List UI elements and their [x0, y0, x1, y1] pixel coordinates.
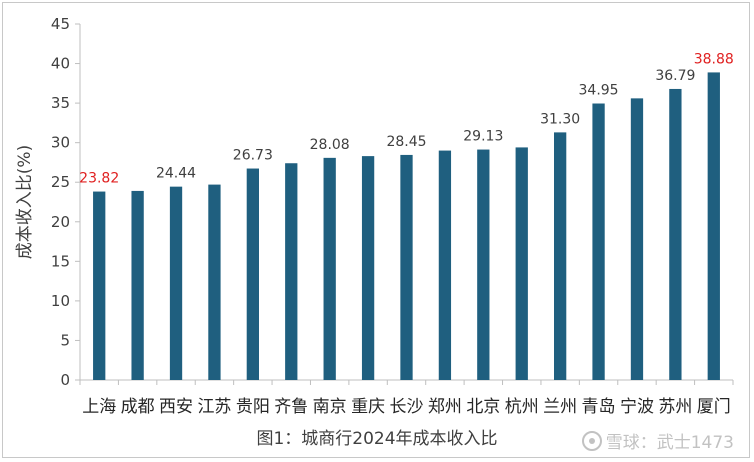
x-tick-label: 长沙 — [390, 397, 424, 417]
bar-北京 — [477, 149, 490, 380]
x-tick-label: 厦门 — [697, 397, 731, 417]
x-tick-label: 苏州 — [658, 397, 692, 417]
bar-青岛 — [592, 103, 605, 381]
bar-上海 — [93, 191, 106, 380]
bar-齐鲁 — [285, 163, 298, 380]
bar-杭州 — [515, 147, 528, 380]
data-label: 29.13 — [463, 129, 503, 145]
bar-长沙 — [400, 154, 413, 380]
watermark-text: 雪球：武士1473 — [605, 433, 734, 453]
x-tick-label: 成都 — [121, 397, 155, 417]
x-tick-label: 贵阳 — [236, 397, 270, 417]
y-tick-label: 20 — [51, 213, 70, 231]
bar-西安 — [169, 186, 183, 380]
y-tick-label: 25 — [51, 173, 70, 191]
data-label: 23.82 — [79, 171, 119, 187]
bar-郑州 — [438, 150, 452, 380]
chart-frame — [2, 2, 750, 458]
bar-厦门 — [707, 72, 720, 380]
data-label: 34.95 — [579, 83, 619, 99]
y-tick-label: 35 — [51, 94, 70, 112]
data-label: 36.79 — [655, 68, 695, 84]
bar-南京 — [323, 157, 336, 380]
data-label: 38.88 — [694, 51, 734, 67]
x-tick-label: 重庆 — [351, 397, 385, 417]
bar-兰州 — [554, 132, 567, 380]
y-tick-label: 40 — [51, 55, 70, 73]
data-label: 26.73 — [233, 148, 273, 164]
watermark: 雪球：武士1473 — [581, 428, 734, 453]
x-tick-label: 杭州 — [505, 397, 539, 417]
x-tick-label: 宁波 — [620, 397, 654, 417]
bar-成都 — [131, 190, 144, 380]
data-label: 28.08 — [310, 137, 350, 153]
figure-caption: 图1：城商行2024年成本收入比 — [256, 429, 498, 449]
x-tick-label: 西安 — [159, 397, 193, 417]
data-label: 31.30 — [540, 111, 580, 127]
y-tick-label: 0 — [60, 371, 70, 389]
snowball-logo-icon — [581, 431, 602, 451]
x-tick-label: 齐鲁 — [274, 397, 308, 417]
x-tick-label: 郑州 — [428, 397, 462, 417]
bar-宁波 — [630, 98, 644, 380]
x-tick-label: 上海 — [82, 397, 116, 417]
x-tick-label: 兰州 — [543, 397, 577, 417]
y-tick-label: 15 — [51, 252, 70, 270]
y-axis-title: 成本收入比(%) — [15, 145, 35, 259]
data-label: 28.45 — [386, 134, 426, 150]
bar-重庆 — [361, 156, 375, 380]
data-label: 24.44 — [156, 166, 196, 182]
bar-江苏 — [208, 184, 221, 380]
bar-苏州 — [669, 88, 682, 380]
y-tick-label: 5 — [60, 331, 70, 349]
y-tick-label: 30 — [51, 134, 70, 152]
y-tick-label: 45 — [51, 15, 70, 33]
bar-贵阳 — [246, 168, 259, 380]
x-tick-label: 青岛 — [582, 397, 616, 417]
x-tick-label: 江苏 — [197, 397, 231, 417]
x-tick-label: 北京 — [466, 397, 500, 417]
x-tick-label: 南京 — [313, 397, 347, 417]
y-tick-label: 10 — [51, 292, 70, 310]
